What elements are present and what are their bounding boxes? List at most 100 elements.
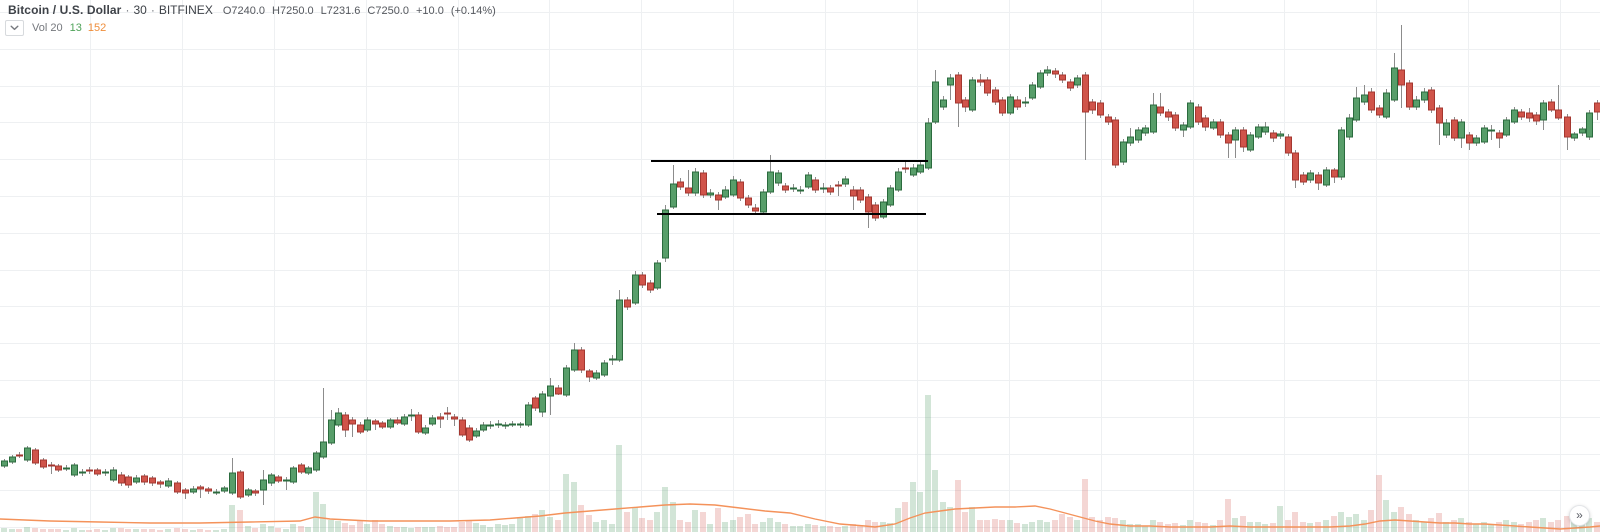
volume-bar — [444, 527, 450, 532]
double-chevron-right-icon: » — [1576, 508, 1583, 522]
volume-bar — [609, 524, 615, 532]
volume-bar — [429, 527, 435, 532]
candle-down — [1082, 74, 1089, 113]
volume-bar — [1481, 522, 1487, 532]
candle-up — [1210, 121, 1217, 129]
candle-up — [1277, 133, 1284, 137]
volume-bar — [379, 524, 385, 532]
volume-bar — [495, 524, 501, 532]
candle-up — [509, 423, 516, 426]
volume-bar — [125, 529, 131, 532]
volume-bar — [401, 527, 407, 532]
volume-bar — [887, 523, 893, 532]
volume-bar — [1421, 522, 1427, 532]
candle-up — [1135, 129, 1142, 141]
volume-bar — [268, 526, 274, 532]
candle-up — [1180, 124, 1187, 131]
volume-bar — [260, 524, 266, 532]
volume-bar — [157, 530, 163, 532]
candle-down — [1466, 134, 1473, 144]
volume-bar — [349, 525, 355, 532]
candle-down — [677, 181, 684, 188]
candle-down — [1406, 82, 1413, 108]
volume-bar — [632, 507, 638, 532]
candle-up — [245, 489, 252, 496]
volume-bar — [487, 527, 493, 532]
candle-down — [40, 459, 47, 468]
candle-up — [1044, 69, 1051, 74]
volume-bar — [1285, 520, 1291, 532]
volume-indicator-row[interactable]: Vol 20 13 152 — [5, 20, 496, 36]
volume-bar — [977, 520, 983, 532]
volume-bar — [932, 470, 938, 532]
indicator-name: Vol 20 — [32, 22, 63, 34]
volume-bar — [730, 520, 736, 532]
volume-bar — [1398, 507, 1404, 532]
volume-bar — [1413, 520, 1419, 532]
candle-up — [320, 441, 327, 458]
volume-bar — [917, 492, 923, 532]
candle-down — [1398, 69, 1405, 86]
volume-bar — [437, 526, 443, 532]
volume-bar — [459, 522, 465, 532]
candle-down — [955, 74, 962, 104]
candle-up — [539, 393, 546, 413]
volume-bar — [205, 530, 211, 532]
volume-bar — [1458, 518, 1464, 532]
volume-bar — [563, 474, 569, 532]
candle-up — [1488, 129, 1495, 132]
volume-bar — [812, 525, 818, 532]
volume-bar — [1097, 520, 1103, 532]
candle-down — [984, 79, 991, 94]
candle-down — [437, 416, 444, 420]
candle-up — [616, 299, 623, 361]
volume-bar — [827, 526, 833, 532]
chart-legend: Bitcoin / U.S. Dollar · 30 · BITFINEX O7… — [5, 3, 496, 36]
candle-up — [190, 488, 197, 493]
candle-down — [252, 490, 259, 494]
volume-ma-line — [0, 503, 1600, 530]
volume-bar — [782, 524, 788, 532]
volume-bar — [1368, 510, 1374, 532]
volume-bar — [415, 527, 421, 532]
candle-up — [805, 174, 812, 188]
ohlc-values: O7240.0 H7250.0 L7231.6 C7250.0 +10.0 (+… — [223, 5, 496, 17]
symbol-legend-row[interactable]: Bitcoin / U.S. Dollar · 30 · BITFINEX O7… — [8, 3, 496, 17]
volume-bar — [1428, 518, 1434, 532]
candle-up — [1586, 112, 1593, 138]
candle-up — [1383, 92, 1390, 118]
candle-up — [110, 469, 117, 481]
volume-bar — [842, 526, 848, 532]
volume-bar — [601, 520, 607, 532]
candle-down — [1526, 112, 1533, 119]
volume-bar — [342, 523, 348, 532]
candle-down — [782, 185, 789, 191]
candle-up — [1481, 127, 1488, 143]
candle-up — [880, 201, 887, 218]
candle-up — [1323, 169, 1330, 186]
volume-bar — [94, 529, 100, 532]
volume-bar — [1225, 499, 1231, 532]
volume-bar — [1240, 516, 1246, 532]
candle-up — [1120, 141, 1127, 163]
candle-down — [1518, 111, 1525, 118]
volume-bar — [394, 527, 400, 532]
candle-up — [932, 81, 939, 123]
volume-bar — [616, 445, 622, 532]
candle-down — [737, 181, 744, 199]
volume-bar — [1022, 524, 1028, 532]
indicator-collapse-button[interactable] — [5, 20, 24, 36]
candle-down — [1496, 132, 1503, 139]
go-to-realtime-button[interactable]: » — [1569, 505, 1590, 526]
candle-up — [917, 164, 924, 173]
volume-bar — [1376, 475, 1382, 532]
candle-up — [1307, 172, 1314, 181]
volume-bar — [525, 516, 531, 532]
volume-bar — [820, 526, 826, 532]
candle-down — [55, 465, 62, 471]
volume-bar — [364, 524, 370, 532]
candle-down — [977, 79, 984, 83]
volume-bar — [313, 492, 319, 532]
